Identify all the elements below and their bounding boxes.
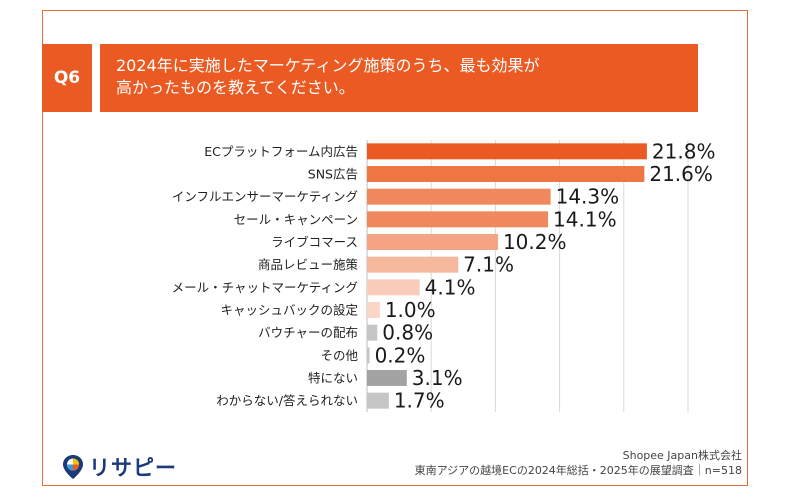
- bar: [367, 188, 551, 205]
- bar: [367, 279, 420, 296]
- bar: [367, 370, 407, 386]
- bar: [367, 234, 498, 250]
- value-label: 21.8%: [652, 139, 716, 163]
- value-label: 0.8%: [382, 321, 433, 345]
- category-label: わからない/答えられない: [216, 393, 358, 408]
- category-label: メール・チャットマーケティング: [172, 280, 358, 295]
- value-label: 3.1%: [412, 366, 463, 390]
- value-label: 4.1%: [425, 275, 476, 299]
- value-label: 0.2%: [375, 343, 426, 367]
- category-label: その他: [320, 348, 358, 363]
- bar: [367, 166, 645, 182]
- category-label: 商品レビュー施策: [258, 257, 359, 272]
- category-label: ECプラットフォーム内広告: [204, 144, 358, 159]
- category-label: 特にない: [308, 371, 358, 386]
- credit-company: Shopee Japan株式会社: [622, 449, 742, 462]
- category-label: バウチャーの配布: [258, 325, 358, 340]
- question-badge: Q6: [42, 44, 92, 112]
- location-pin-icon: [63, 455, 83, 479]
- category-label: ライブコマース: [271, 235, 358, 250]
- panel-frame: [42, 10, 748, 486]
- value-label: 21.6%: [649, 162, 713, 186]
- credit-survey: 東南アジアの越境ECの2024年総括・2025年の展望調査｜n=518: [414, 464, 742, 477]
- value-label: 14.1%: [553, 207, 617, 231]
- category-label: インフルエンサーマーケティング: [172, 189, 358, 204]
- bar: [367, 143, 647, 160]
- bar: [367, 392, 389, 409]
- bar: [367, 324, 378, 341]
- value-label: 7.1%: [463, 253, 514, 277]
- source-credit: Shopee Japan株式会社 東南アジアの越境ECの2024年総括・2025…: [415, 448, 742, 478]
- bar: [367, 256, 459, 273]
- value-label: 1.7%: [394, 389, 445, 413]
- logo: リサピー: [62, 452, 177, 482]
- question-banner: 2024年に実施したマーケティング施策のうち、最も効果が 高かったものを教えてく…: [100, 44, 698, 112]
- bar: [367, 211, 549, 228]
- bar: [367, 347, 370, 364]
- question-title-line-1: 2024年に実施したマーケティング施策のうち、最も効果が: [116, 56, 540, 75]
- category-label: キャッシュバックの設定: [220, 303, 358, 318]
- logo-text: リサピー: [89, 456, 177, 480]
- category-label: SNS広告: [308, 167, 358, 182]
- question-title-line-2: 高かったものを教えてください。: [116, 78, 355, 97]
- value-label: 10.2%: [503, 230, 567, 254]
- value-label: 1.0%: [385, 298, 436, 322]
- category-label: セール・キャンペーン: [234, 212, 358, 227]
- bar: [367, 302, 380, 318]
- value-label: 14.3%: [556, 185, 620, 209]
